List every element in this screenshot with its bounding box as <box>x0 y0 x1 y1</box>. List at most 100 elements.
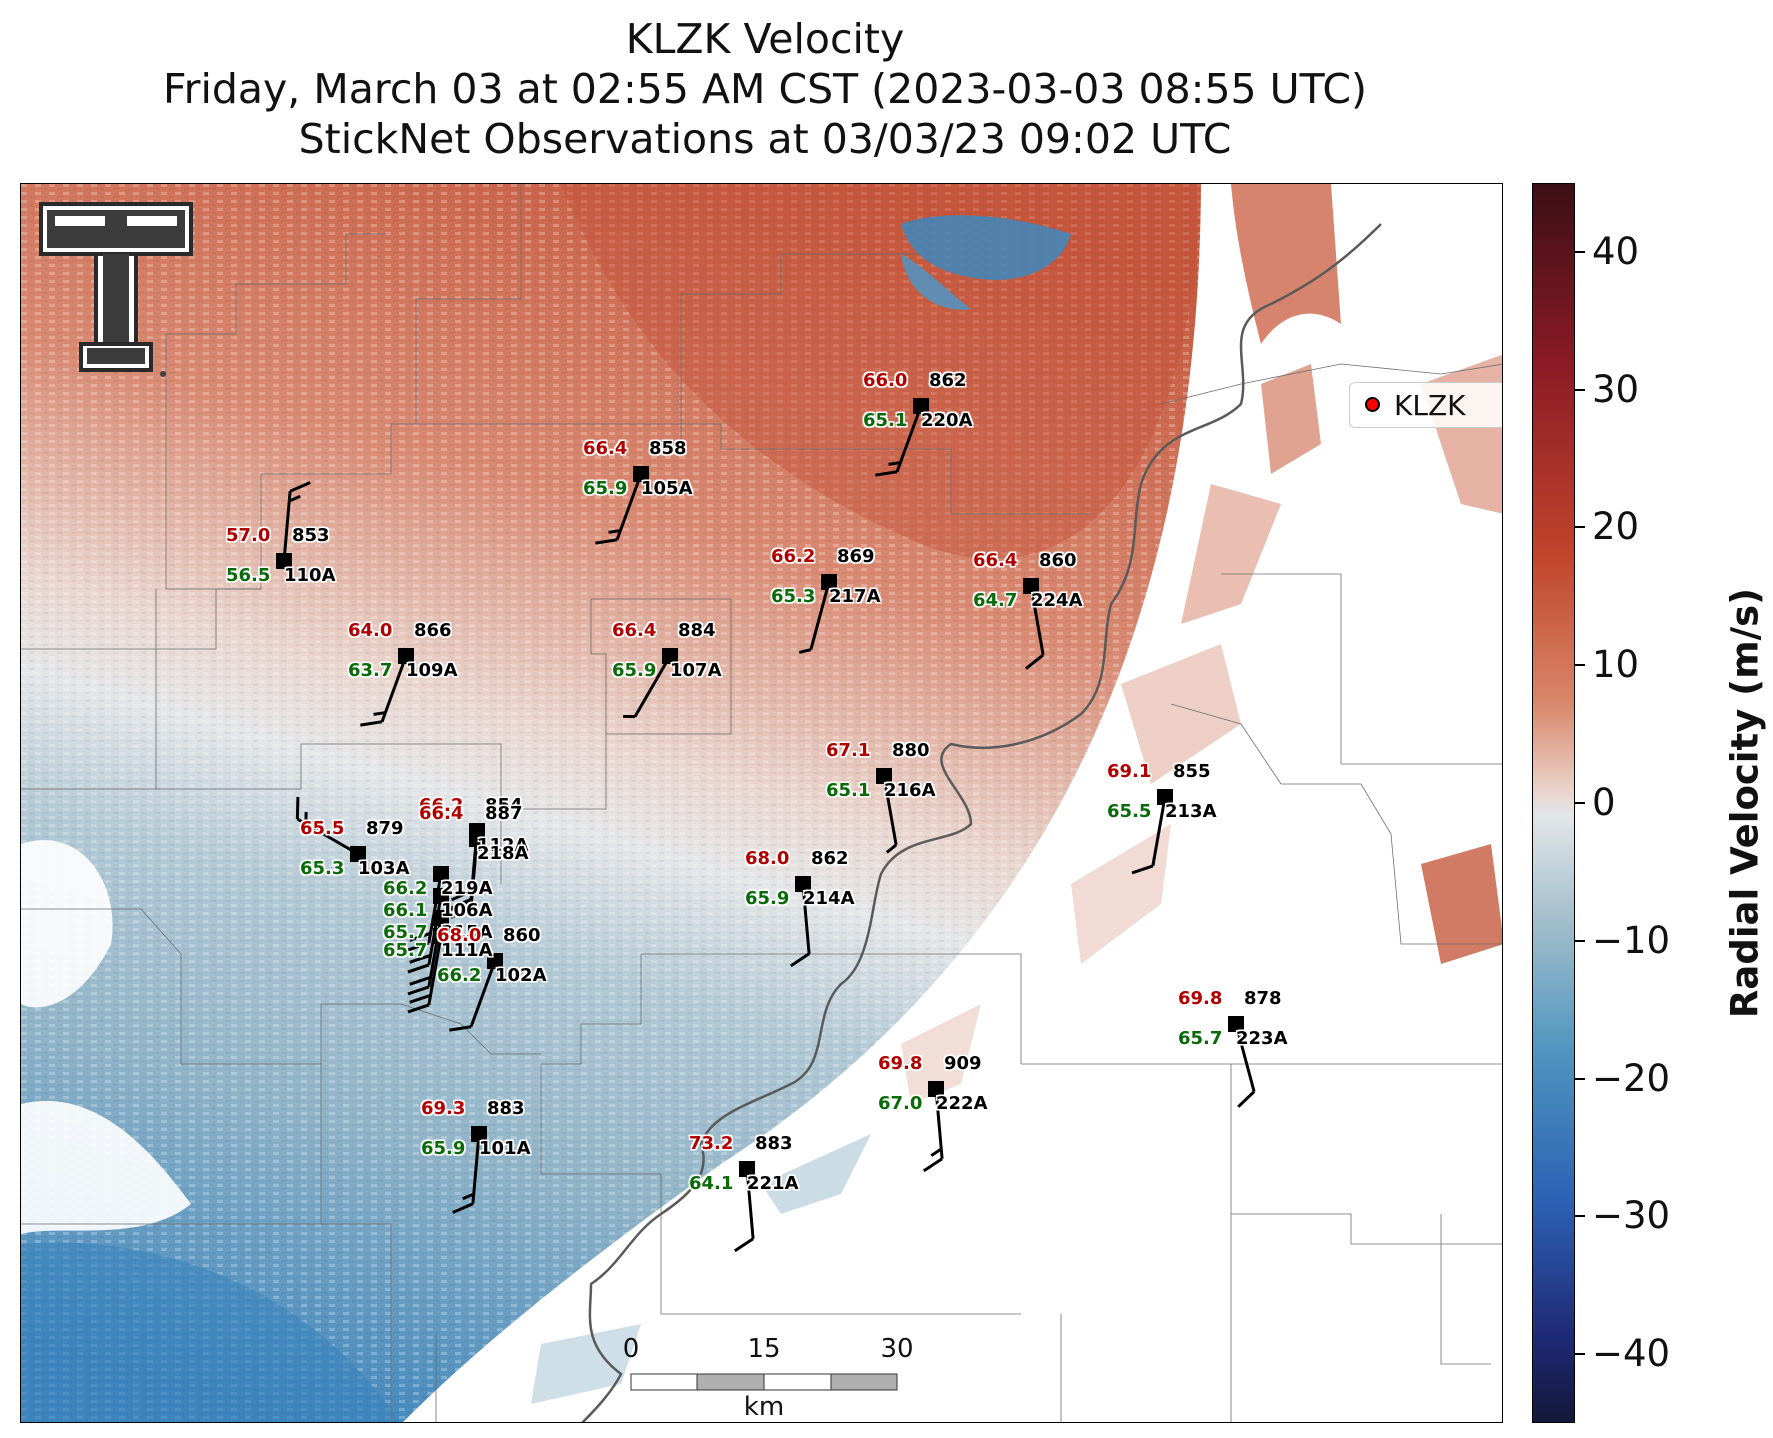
colorbar-tick-mark <box>1575 664 1585 667</box>
station-marker <box>662 648 678 664</box>
station-marker <box>1228 1016 1244 1032</box>
station-223A[interactable] <box>1228 1016 1256 1108</box>
station-marker <box>350 846 366 862</box>
station-222A[interactable] <box>922 1081 944 1173</box>
wind-barb-staff <box>471 1133 481 1204</box>
colorbar-tick-label: 0 <box>1592 781 1616 824</box>
station-214A[interactable] <box>789 876 811 968</box>
station-102A[interactable] <box>449 953 503 1032</box>
station-temperature: 73.2 <box>689 1133 734 1154</box>
wind-barb-flag <box>608 529 621 534</box>
station-218A[interactable] <box>450 831 485 919</box>
station-marker <box>469 831 485 847</box>
wind-barb-flag <box>449 1025 472 1032</box>
legend-label: KLZK <box>1394 389 1466 422</box>
station-id: 223A <box>1236 1028 1288 1049</box>
station-marker <box>739 1161 755 1177</box>
station-temperature: 66.0 <box>863 370 908 391</box>
station-219A[interactable] <box>407 866 449 952</box>
station-dewpoint: 65.7 <box>383 922 428 943</box>
wind-barb-flag <box>407 941 430 952</box>
station-marker <box>795 876 811 892</box>
colorbar-tick-label: −30 <box>1592 1194 1671 1238</box>
station-111A[interactable] <box>407 928 449 1014</box>
inbound-patch <box>901 215 1071 310</box>
station-marker <box>398 648 414 664</box>
station-marker <box>821 574 837 590</box>
wind-barb-flag <box>922 1157 943 1173</box>
wind-barb-flag <box>888 461 901 466</box>
station-id: 219A <box>441 878 493 899</box>
station-id: 112A <box>477 835 529 856</box>
station-pressure: 869 <box>837 546 875 567</box>
station-103A[interactable] <box>295 796 366 862</box>
outer-echoes <box>531 184 1502 1404</box>
station-id: 216A <box>884 780 936 801</box>
station-pressure: 879 <box>366 818 404 839</box>
wind-barb-staff <box>469 838 479 909</box>
station-temperature: 66.2 <box>771 546 816 567</box>
station-pressure: 854 <box>485 795 523 816</box>
station-temperature: 64.0 <box>348 620 393 641</box>
colorbar-tick-label: −10 <box>1592 918 1671 962</box>
station-pressure: 853 <box>292 525 330 546</box>
station-id: 105A <box>641 478 693 499</box>
station-224A[interactable] <box>1023 578 1045 670</box>
station-temperature: 66.4 <box>419 803 464 824</box>
radar-site-marker-icon <box>1365 397 1380 412</box>
station-pressure: 858 <box>649 438 687 459</box>
wind-barb-flag <box>450 897 473 910</box>
station-id: 110A <box>284 565 336 586</box>
wind-barb-staff <box>1151 796 1167 867</box>
station-110A[interactable] <box>276 481 311 569</box>
wind-barb-staff <box>296 817 359 856</box>
station-pressure: 860 <box>503 925 541 946</box>
station-dewpoint: 66.2 <box>437 965 482 986</box>
station-id: 222A <box>936 1093 988 1114</box>
station-220A[interactable] <box>875 398 929 477</box>
colorbar-tick-mark <box>1575 250 1585 253</box>
wind-barb-flag <box>462 1192 475 1201</box>
colorbar-tick-label: 10 <box>1592 643 1640 687</box>
station-marker <box>1023 578 1039 594</box>
colorbar-tick-label: 40 <box>1592 229 1640 273</box>
station-pressure: 909 <box>944 1053 982 1074</box>
scale-label-0: 0 <box>622 1334 640 1364</box>
station-dewpoint: 65.9 <box>745 888 790 909</box>
radar-map[interactable]: KLZK 0 15 30 km 66.0 862 65.1 220A 66.4 858 65… <box>20 183 1503 1423</box>
wind-barb-flag <box>360 720 383 727</box>
station-marker <box>433 910 449 926</box>
station-id: 224A <box>1031 590 1083 611</box>
wind-barb-flag <box>733 1237 754 1253</box>
colorbar-tick-mark <box>1575 1353 1585 1356</box>
station-pressure: 860 <box>1039 550 1077 571</box>
colorbar-tick-label: 30 <box>1592 367 1640 411</box>
station-id: 102A <box>495 965 547 986</box>
station-101A[interactable] <box>452 1126 487 1214</box>
wind-barb-staff <box>895 405 923 473</box>
colorbar-tick-mark <box>1575 939 1585 942</box>
station-dewpoint: 65.9 <box>612 660 657 681</box>
station-marker <box>487 953 503 969</box>
wind-barb-flag <box>450 907 472 919</box>
station-dewpoint: 65.9 <box>421 1138 466 1159</box>
station-109A[interactable] <box>360 648 414 727</box>
wind-barb-flag <box>409 975 432 986</box>
wind-barb-flag <box>288 494 301 503</box>
velocity-colorbar <box>1532 183 1575 1423</box>
station-pressure: 878 <box>1244 988 1282 1009</box>
wind-barb-staff <box>427 873 443 944</box>
station-221A[interactable] <box>733 1161 755 1253</box>
wind-barb-flag <box>289 481 311 493</box>
station-marker <box>1157 789 1173 805</box>
wind-barb-flag <box>875 470 898 477</box>
station-216A[interactable] <box>876 768 898 854</box>
station-213A[interactable] <box>1131 789 1173 875</box>
wind-barb-staff <box>745 1168 755 1239</box>
station-dewpoint: 65.7 <box>1178 1028 1223 1049</box>
station-107A[interactable] <box>622 648 678 719</box>
station-217A[interactable] <box>798 574 837 654</box>
wind-barb-staff <box>469 960 497 1028</box>
station-105A[interactable] <box>595 466 649 545</box>
station-id: 218A <box>477 843 529 864</box>
